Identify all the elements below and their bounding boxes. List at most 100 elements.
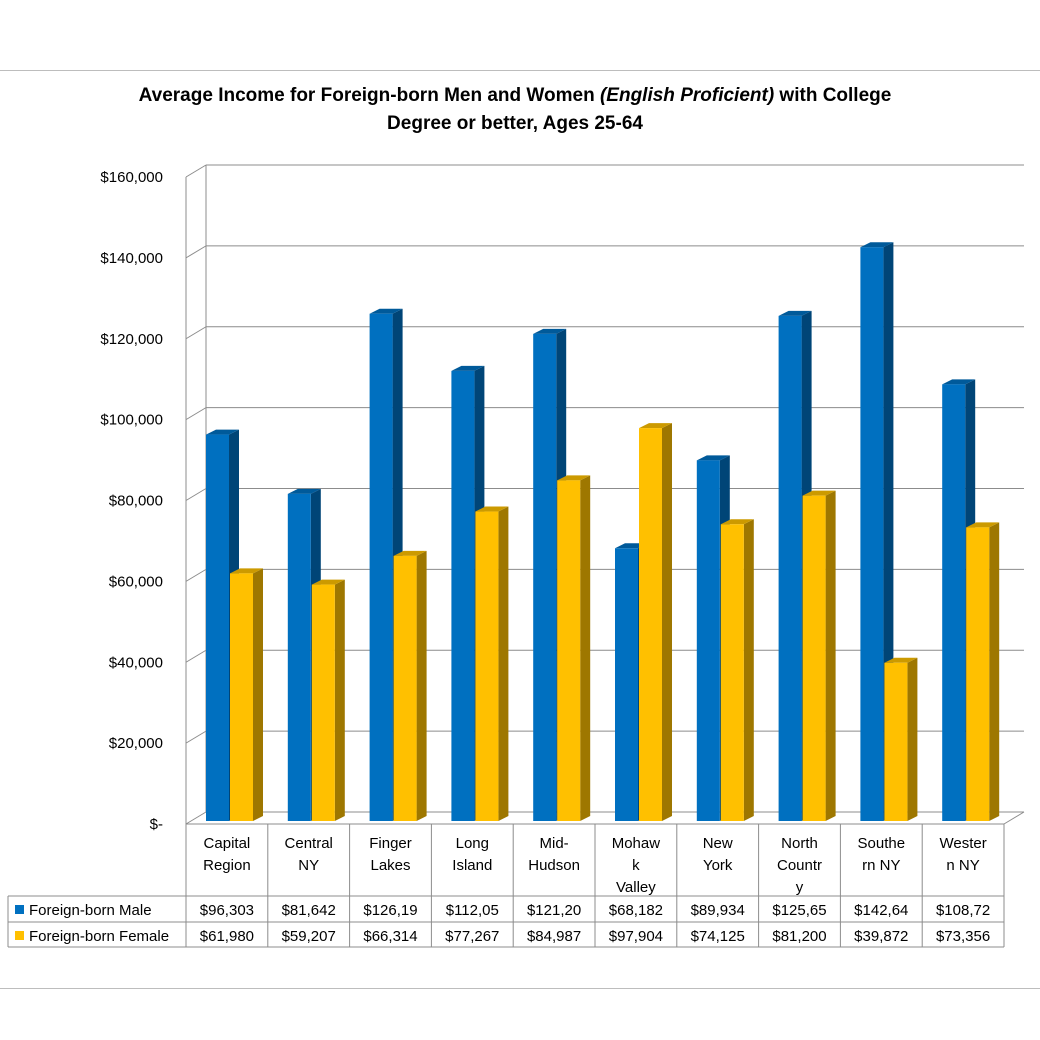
bar-top — [720, 519, 754, 525]
y-tick-label: $40,000 — [109, 654, 163, 671]
bar-top — [802, 490, 836, 496]
bar-side — [825, 490, 836, 821]
x-tick-label: n NY — [946, 857, 979, 874]
x-tick-label: Wester — [939, 835, 986, 852]
x-tick-label: Mid- — [540, 835, 569, 852]
legend-swatch — [15, 931, 24, 940]
bar — [615, 548, 638, 821]
bar-top — [639, 423, 672, 429]
data-label: $96,303 — [200, 902, 254, 919]
data-label: $125,65 — [772, 902, 826, 919]
bar — [860, 247, 884, 822]
bar — [802, 495, 826, 821]
data-label: $112,05 — [446, 902, 499, 919]
data-label: $39,872 — [854, 928, 908, 945]
bar-top — [533, 328, 567, 334]
top-rule — [0, 70, 1040, 71]
data-label: $59,207 — [282, 928, 336, 945]
bar — [369, 313, 393, 821]
bar-top — [860, 242, 894, 248]
y-tick-label: $- — [150, 816, 163, 833]
data-label: $121,20 — [527, 902, 581, 919]
data-label: $142,64 — [854, 902, 908, 919]
bar — [475, 511, 499, 821]
y-tick-label: $120,000 — [100, 331, 163, 348]
data-label: $89,934 — [691, 902, 745, 919]
data-label: $84,987 — [527, 928, 581, 945]
x-tick-label: y — [796, 879, 804, 896]
x-tick-label: Island — [452, 857, 492, 874]
y-tick-label: $60,000 — [109, 573, 163, 590]
bar-top — [475, 506, 509, 512]
bar — [451, 370, 475, 821]
legend-label: Foreign-born Female — [29, 928, 169, 945]
bar — [942, 384, 966, 821]
x-tick-label: k — [632, 857, 640, 874]
data-label: $108,72 — [936, 902, 990, 919]
bar-top — [451, 365, 485, 371]
data-label: $81,642 — [282, 902, 336, 919]
bar — [533, 333, 557, 821]
bar-side — [580, 475, 591, 821]
y-tick-label: $80,000 — [109, 493, 163, 510]
bar-top — [311, 579, 345, 585]
bar-top — [287, 488, 321, 494]
bar — [393, 555, 417, 821]
y-tick-label: $140,000 — [100, 250, 163, 267]
bar-side — [334, 579, 345, 821]
data-label: $66,314 — [363, 928, 417, 945]
bar-side — [989, 522, 1000, 821]
bar-top — [557, 475, 591, 481]
y-tick-label: $160,000 — [100, 169, 163, 186]
x-tick-label: Capital — [204, 835, 251, 852]
bar — [311, 584, 335, 821]
bar-top — [942, 379, 976, 385]
bar — [230, 573, 253, 821]
bar — [884, 662, 908, 821]
bar-top — [369, 308, 403, 314]
bar — [639, 428, 662, 821]
gridline-side — [185, 488, 207, 501]
bar — [696, 460, 720, 821]
bottom-rule — [0, 988, 1040, 989]
gridline-side — [185, 568, 207, 582]
chart-title: Average Income for Foreign-born Men and … — [40, 82, 990, 138]
bar — [206, 434, 229, 821]
bar-top — [884, 657, 918, 663]
floor-edge — [1003, 811, 1025, 825]
bar-side — [253, 568, 263, 821]
x-tick-label: Finger — [369, 835, 412, 852]
bar — [966, 527, 990, 821]
bar — [557, 480, 581, 821]
bar-side — [662, 423, 672, 821]
x-tick-label: NY — [298, 857, 319, 874]
x-tick-label: rn NY — [862, 857, 900, 874]
x-tick-label: Lakes — [370, 857, 410, 874]
gridline-side — [185, 164, 207, 178]
x-tick-label: Region — [203, 857, 251, 874]
y-tick-label: $100,000 — [100, 412, 163, 429]
data-label: $68,182 — [609, 902, 663, 919]
x-tick-label: Central — [285, 835, 333, 852]
x-tick-label: New — [703, 835, 733, 852]
data-label: $81,200 — [772, 928, 826, 945]
x-tick-label: York — [703, 857, 733, 874]
title-part1: Average Income for Foreign-born Men and … — [138, 85, 600, 106]
data-label: $73,356 — [936, 928, 990, 945]
gridline-side — [185, 730, 207, 744]
bar-top — [393, 550, 427, 556]
data-label: $61,980 — [200, 928, 254, 945]
bar-top — [966, 522, 1000, 528]
gridline-side — [185, 245, 207, 259]
bar-side — [498, 506, 509, 821]
legend-label: Foreign-born Male — [29, 902, 152, 919]
x-tick-label: Long — [456, 835, 489, 852]
legend-swatch — [15, 905, 24, 914]
gridline-side — [185, 811, 207, 825]
bar-top — [696, 455, 730, 461]
data-label: $77,267 — [445, 928, 499, 945]
title-line2: Degree or better, Ages 25-64 — [387, 113, 643, 134]
bar-top — [230, 568, 263, 574]
x-tick-label: Southe — [858, 835, 906, 852]
